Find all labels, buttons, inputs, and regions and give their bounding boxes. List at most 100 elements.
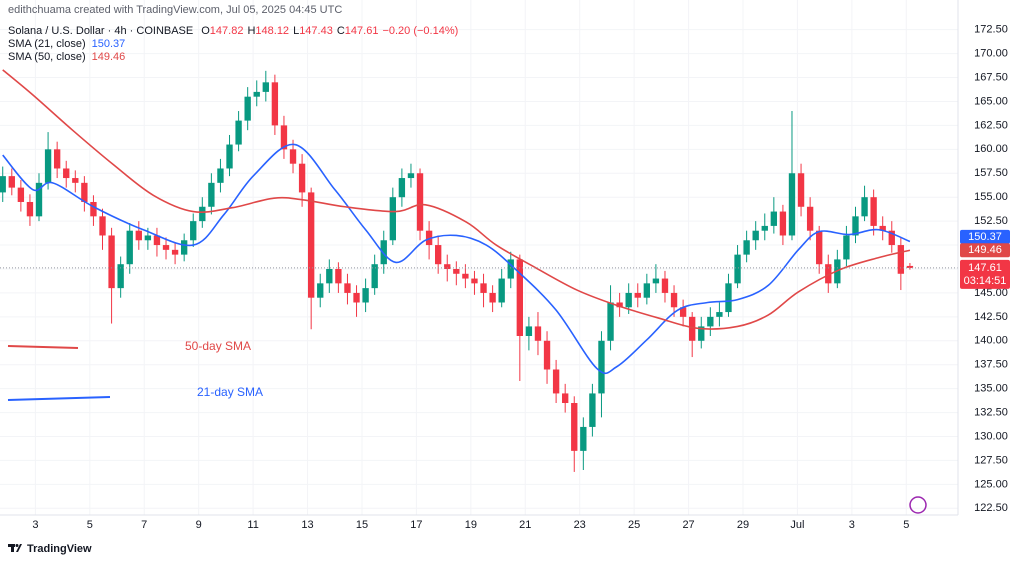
candle-body	[453, 268, 460, 274]
y-tick-label: 130.00	[974, 430, 1008, 442]
axes: 122.50 125.00 127.50 130.00 132.50 135.00 137.…	[32, 24, 1010, 531]
candle-body	[888, 230, 895, 246]
y-tick-label: 152.50	[974, 215, 1008, 227]
candle-body	[788, 173, 796, 236]
x-tick-label: 17	[410, 519, 422, 531]
candle-body	[689, 316, 696, 341]
x-tick-label: 9	[196, 519, 202, 531]
y-tick-label: 140.00	[974, 335, 1008, 347]
candle-body	[425, 230, 433, 246]
candle-body	[435, 245, 442, 265]
candle-body	[371, 264, 378, 289]
x-tick-label: 5	[903, 519, 909, 531]
y-tick-label: 132.50	[974, 406, 1008, 418]
candle-body	[861, 197, 868, 217]
candle-body	[253, 91, 260, 97]
candle-body	[743, 240, 750, 255]
y-tick-label: 167.50	[974, 71, 1008, 83]
candle-body	[634, 292, 641, 298]
logo	[8, 544, 22, 552]
y-tick-label: 137.50	[974, 359, 1008, 371]
candle-body	[580, 426, 587, 451]
y-tick-label: 162.50	[974, 119, 1008, 131]
ohlc-key: O	[201, 25, 210, 37]
candle-body	[90, 201, 97, 217]
y-tick-label: 165.00	[974, 95, 1008, 107]
candle-body	[534, 326, 542, 341]
candle-body	[81, 182, 88, 202]
candle-body	[244, 96, 251, 121]
legend-name: SMA (21, close)	[8, 38, 86, 50]
candle-body	[8, 176, 15, 188]
candle-body	[852, 216, 859, 236]
candle-body	[63, 168, 70, 179]
legend: SMA (21, close) 150.37 SMA (50, close) 149.…	[8, 38, 125, 63]
price-label-box	[960, 259, 1010, 289]
candle-body	[698, 326, 705, 341]
candle-body	[625, 292, 632, 308]
candle-body	[734, 254, 741, 284]
x-tick-label: Jul	[790, 519, 804, 531]
candle-body	[72, 178, 79, 183]
candle-body	[607, 302, 614, 341]
x-tick-label: 23	[574, 519, 586, 531]
candle-body	[752, 230, 759, 241]
candle-body	[806, 206, 814, 231]
ohlc-value: 147.61	[345, 25, 379, 37]
countdown: 03:14:51	[964, 275, 1007, 287]
attribution: edithchuama created with TradingView.com…	[8, 4, 342, 16]
candle-body	[598, 340, 605, 394]
legend-name: SMA (50, close)	[8, 51, 86, 63]
candle-body	[661, 278, 669, 293]
x-tick-label: 3	[32, 519, 38, 531]
candle-body	[235, 120, 242, 145]
candle-body	[652, 278, 660, 284]
x-tick-label: 13	[301, 519, 313, 531]
x-tick-label: 7	[141, 519, 147, 531]
candle-body	[462, 273, 469, 279]
candle-body	[99, 216, 106, 236]
ohlc-value: 147.82	[210, 25, 244, 37]
x-tick-label: 15	[356, 519, 368, 531]
candle-body	[407, 173, 415, 179]
candle-body	[498, 278, 505, 303]
y-tick-label: 172.50	[974, 24, 1008, 36]
candle-body	[444, 264, 451, 269]
candle-body	[217, 168, 224, 183]
annotation-line	[7, 396, 111, 401]
candle-body	[879, 225, 886, 231]
plot	[0, 69, 958, 472]
candle-body	[144, 235, 152, 241]
candle-body	[117, 264, 124, 289]
price-label-box	[960, 229, 1010, 244]
annotation-line	[7, 345, 79, 349]
candle-body	[162, 245, 170, 250]
candle-body	[271, 82, 279, 126]
candle-body	[335, 268, 342, 284]
candle-body	[307, 192, 315, 298]
sma-line	[2, 143, 911, 375]
price-label-box	[960, 243, 1010, 258]
candle-body	[616, 302, 623, 308]
ohlc-value: 147.43	[299, 25, 333, 37]
candle-body	[670, 292, 678, 308]
candle-body	[17, 187, 25, 202]
candle-body	[480, 283, 487, 293]
ohlc-key: L	[293, 25, 299, 37]
candle-body	[562, 393, 569, 404]
candle-body	[589, 393, 596, 427]
candle-body	[507, 259, 514, 279]
x-tick-label: 19	[465, 519, 477, 531]
candle-body	[571, 403, 578, 451]
icon[interactable]	[909, 496, 927, 514]
x-tick-label: 3	[849, 519, 855, 531]
candle-body	[208, 182, 215, 207]
sma-line	[2, 69, 911, 330]
candle-body	[171, 249, 179, 255]
x-tick-label: 27	[682, 519, 694, 531]
candle-body	[870, 197, 877, 226]
candle-body	[262, 82, 269, 92]
change: −0.20 (−0.14%)	[382, 25, 458, 37]
x-tick-label: 11	[247, 519, 258, 531]
